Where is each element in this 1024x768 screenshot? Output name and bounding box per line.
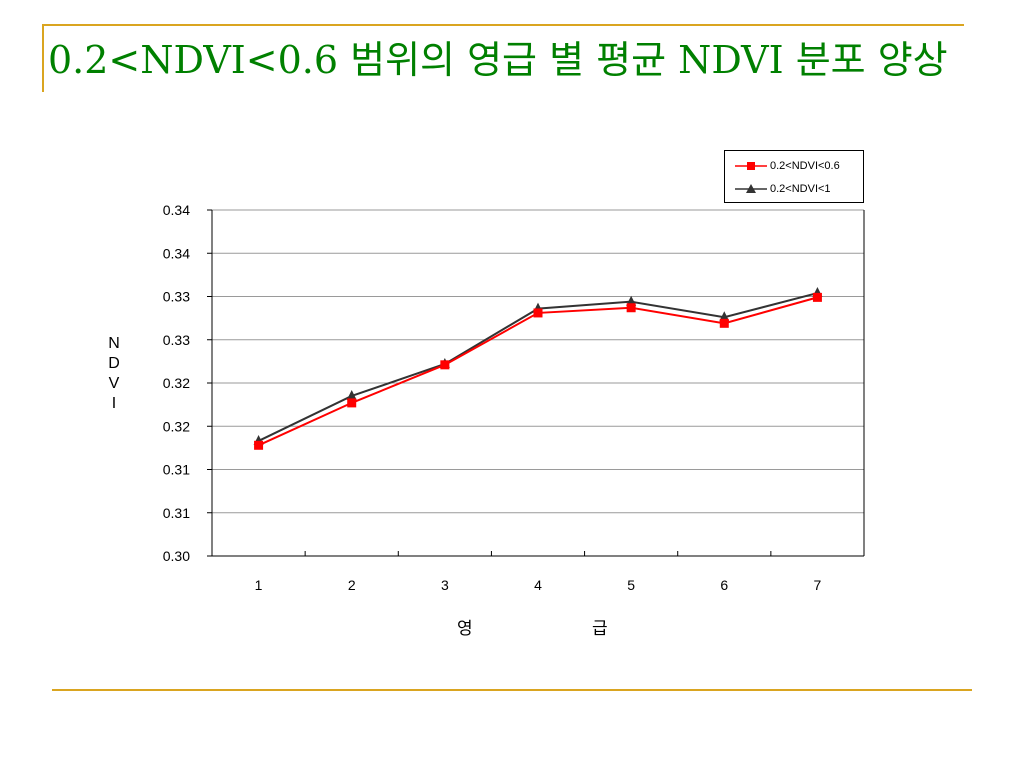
x-tick-label: 3 (441, 577, 449, 593)
y-tick-label: 0.33 (163, 289, 190, 305)
x-tick-label: 2 (348, 577, 356, 593)
y-axis-label-char: N (108, 335, 120, 352)
y-tick-label: 0.30 (163, 548, 190, 564)
legend-label-series-1: 0.2<NDVI<0.6 (770, 160, 840, 173)
y-tick-label: 0.31 (163, 505, 190, 521)
y-tick-label: 0.33 (163, 332, 190, 348)
data-point-triangle (626, 295, 637, 306)
chart-legend: 0.2<NDVI<0.6 0.2<NDVI<1 (724, 150, 864, 203)
y-tick-label: 0.34 (163, 245, 190, 261)
data-point-square (533, 308, 543, 318)
y-tick-label: 0.32 (163, 418, 190, 434)
data-point-square (254, 440, 264, 450)
data-point-triangle (346, 389, 357, 400)
data-point-square (626, 303, 636, 313)
data-point-square (347, 398, 357, 408)
data-point-square (812, 292, 822, 302)
y-axis-label-char: I (111, 395, 117, 412)
data-point-square (440, 360, 450, 370)
x-axis-label-part-1: 영 (457, 619, 473, 639)
title-top-rule (42, 24, 964, 26)
x-tick-label: 5 (627, 577, 635, 593)
y-axis-label: N D V I (104, 334, 124, 414)
y-tick-label: 0.34 (163, 202, 190, 218)
legend-item-series-1: 0.2<NDVI<0.6 (735, 158, 840, 174)
legend-item-series-2: 0.2<NDVI<1 (735, 181, 831, 197)
footer-rule (52, 689, 972, 691)
x-axis-label-part-2: 급 (592, 619, 608, 639)
y-axis-label-char: V (108, 375, 120, 392)
y-tick-label: 0.31 (163, 462, 190, 478)
title-left-rule (42, 24, 44, 92)
x-tick-label: 1 (255, 577, 263, 593)
x-tick-label: 4 (534, 577, 542, 593)
x-tick-label: 6 (720, 577, 728, 593)
data-point-triangle (719, 311, 730, 322)
x-tick-label: 7 (814, 577, 822, 593)
y-axis-label-char: D (108, 355, 120, 372)
y-tick-label: 0.32 (163, 375, 190, 391)
legend-swatch-square-marker (735, 162, 767, 171)
legend-label-series-2: 0.2<NDVI<1 (770, 183, 831, 196)
legend-swatch-triangle-marker (735, 184, 767, 194)
data-point-square (719, 318, 729, 328)
slide-title: 0.2<NDVI<0.6 범위의 영급 별 평균 NDVI 분포 양상 (48, 38, 948, 82)
